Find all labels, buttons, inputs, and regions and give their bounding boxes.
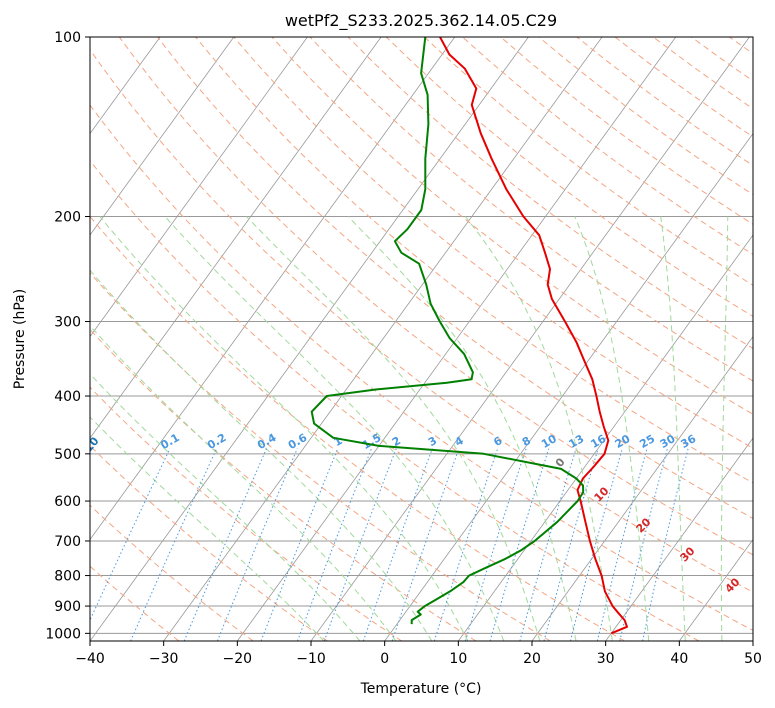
y-tick-label: 900 xyxy=(54,599,81,615)
isotherm-line xyxy=(163,37,603,641)
dry-adiabat-line xyxy=(347,37,753,349)
mixing-ratio-line xyxy=(543,448,599,641)
mixing-ratio-line xyxy=(362,448,433,641)
x-tick-label: 20 xyxy=(523,651,541,667)
chart-title: wetPf2_S233.2025.362.14.05.C29 xyxy=(285,11,557,31)
dry-adiabat-line xyxy=(118,37,753,556)
dry-adiabat-line xyxy=(90,215,625,641)
x-tick-label: 40 xyxy=(670,651,688,667)
x-axis-ticks: −40 −30 −20 −10 0 10 20 30 40 50 xyxy=(75,641,762,667)
moist-adiabat-line xyxy=(90,325,397,641)
mixing-ratio-line xyxy=(596,448,648,641)
x-tick-label: 10 xyxy=(449,651,467,667)
y-tick-label: 600 xyxy=(54,494,81,510)
dry-adiabat-line xyxy=(157,37,753,520)
x-tick-label: −40 xyxy=(75,651,105,667)
mixing-ratio-line xyxy=(569,448,623,641)
moist-adiabat-line xyxy=(574,216,650,641)
isotherm-line xyxy=(90,37,308,338)
moist-adiabat-line xyxy=(90,416,325,641)
adiabat-labels: 0.10.20.40.611.52346810131620253036-100-… xyxy=(79,431,743,596)
dry-adiabat-line xyxy=(90,48,753,593)
x-tick-label: 0 xyxy=(380,651,389,667)
mixing-ratio-line xyxy=(183,448,267,641)
mixing-ratio-line xyxy=(323,448,397,641)
mixing-ratio-line xyxy=(391,448,460,641)
moist-adiabat-line xyxy=(90,269,433,641)
dry-adiabat-label: -10 xyxy=(79,434,102,458)
x-tick-label: 50 xyxy=(744,651,762,667)
isotherm-line xyxy=(384,132,753,641)
dewpoint-profile-line xyxy=(310,37,585,625)
y-tick-label: 1000 xyxy=(45,626,81,642)
dry-adiabat-line xyxy=(424,37,753,286)
plot-area: 0.10.20.40.611.52346810131620253036-100-… xyxy=(79,37,753,641)
moist-adiabat-line xyxy=(347,216,577,641)
y-axis-ticks: 100 200 300 400 500 600 700 800 900 1000 xyxy=(45,30,90,642)
sounding-profiles xyxy=(310,37,628,635)
mixing-ratio-line xyxy=(260,448,339,641)
plot-frame xyxy=(89,36,754,642)
isotherm-line xyxy=(605,437,753,641)
isotherm-line xyxy=(310,37,750,641)
y-tick-label: 300 xyxy=(54,315,81,331)
mixing-ratio-line xyxy=(464,448,527,641)
y-tick-label: 200 xyxy=(54,210,81,226)
dry-adiabat-line xyxy=(90,104,753,631)
x-tick-label: −10 xyxy=(296,651,326,667)
x-axis-label: Temperature (°C) xyxy=(360,681,482,697)
dry-adiabat-line xyxy=(385,37,753,318)
dry-adiabat-line xyxy=(233,37,753,449)
moist-adiabat-line xyxy=(246,216,541,641)
moist-adiabats xyxy=(90,216,729,641)
mixing-ratio-line xyxy=(519,448,577,641)
moist-adiabat-line xyxy=(660,216,686,641)
mixing-ratio-line xyxy=(297,448,372,641)
mixing-ratio-line xyxy=(216,448,298,641)
moist-adiabat-line xyxy=(164,216,505,641)
moist-adiabat-line xyxy=(720,216,729,641)
y-tick-label: 700 xyxy=(54,534,81,550)
dry-adiabat-line xyxy=(90,445,328,641)
moist-adiabat-line xyxy=(465,216,613,641)
isotherm-line xyxy=(90,37,235,236)
y-tick-label: 400 xyxy=(54,389,81,405)
dry-adiabat-line xyxy=(195,37,753,484)
mixing-ratio-line xyxy=(489,448,550,641)
y-tick-label: 800 xyxy=(54,569,81,585)
x-tick-label: −20 xyxy=(223,651,253,667)
isotherm-grid xyxy=(90,37,753,641)
isotherm-line xyxy=(458,234,753,641)
x-tick-label: 30 xyxy=(597,651,615,667)
isotherm-line xyxy=(90,37,382,439)
dry-adiabat-line xyxy=(90,159,700,641)
dry-adiabat-line xyxy=(90,272,551,641)
mixing-ratio-line xyxy=(619,448,668,641)
isotherm-line xyxy=(237,37,677,641)
isotherm-line xyxy=(90,37,456,541)
y-tick-label: 100 xyxy=(54,30,81,46)
isotherm-line xyxy=(531,335,753,641)
mixing-ratio-line xyxy=(642,448,689,641)
x-tick-label: −30 xyxy=(149,651,179,667)
mixing-ratio-line xyxy=(433,448,499,641)
y-tick-label: 500 xyxy=(54,447,81,463)
y-axis-label: Pressure (hPa) xyxy=(12,289,28,389)
moist-adiabat-line xyxy=(99,216,469,641)
isotherm-line xyxy=(679,538,753,641)
mixing-ratio-lines xyxy=(90,448,689,641)
temperature-profile-line xyxy=(439,37,628,635)
isotherm-line xyxy=(90,37,529,641)
